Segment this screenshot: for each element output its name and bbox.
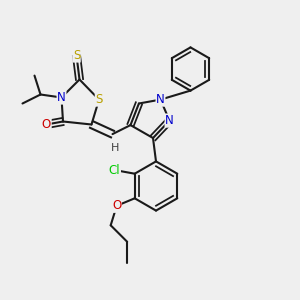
Text: H: H bbox=[111, 142, 120, 153]
Text: O: O bbox=[112, 199, 121, 212]
Text: O: O bbox=[42, 118, 51, 131]
Text: S: S bbox=[73, 49, 80, 62]
Text: Cl: Cl bbox=[109, 164, 120, 177]
Text: N: N bbox=[165, 114, 174, 127]
Text: N: N bbox=[156, 93, 165, 106]
Text: S: S bbox=[95, 93, 103, 106]
Text: N: N bbox=[57, 91, 66, 104]
